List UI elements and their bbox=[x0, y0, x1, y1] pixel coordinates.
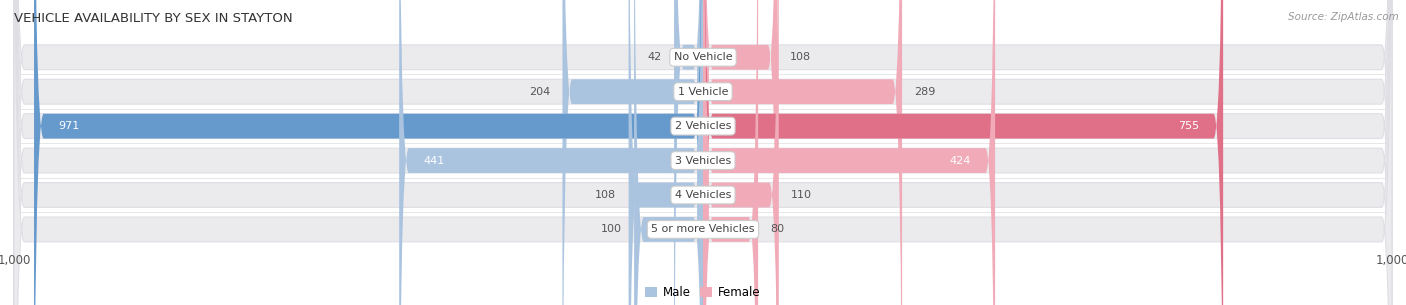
FancyBboxPatch shape bbox=[703, 0, 758, 305]
FancyBboxPatch shape bbox=[34, 0, 703, 305]
Text: 424: 424 bbox=[949, 156, 972, 166]
Text: Source: ZipAtlas.com: Source: ZipAtlas.com bbox=[1288, 12, 1399, 22]
Text: 108: 108 bbox=[595, 190, 616, 200]
Text: 108: 108 bbox=[790, 52, 811, 62]
Text: 2 Vehicles: 2 Vehicles bbox=[675, 121, 731, 131]
FancyBboxPatch shape bbox=[673, 0, 703, 305]
FancyBboxPatch shape bbox=[14, 0, 1392, 305]
FancyBboxPatch shape bbox=[703, 0, 903, 305]
FancyBboxPatch shape bbox=[703, 0, 778, 305]
Text: 1 Vehicle: 1 Vehicle bbox=[678, 87, 728, 97]
Text: 204: 204 bbox=[529, 87, 550, 97]
Text: 971: 971 bbox=[58, 121, 79, 131]
FancyBboxPatch shape bbox=[399, 0, 703, 305]
Text: No Vehicle: No Vehicle bbox=[673, 52, 733, 62]
Text: 755: 755 bbox=[1178, 121, 1199, 131]
FancyBboxPatch shape bbox=[562, 0, 703, 305]
Text: VEHICLE AVAILABILITY BY SEX IN STAYTON: VEHICLE AVAILABILITY BY SEX IN STAYTON bbox=[14, 12, 292, 24]
Text: 110: 110 bbox=[792, 190, 813, 200]
FancyBboxPatch shape bbox=[14, 0, 1392, 305]
Text: 100: 100 bbox=[600, 224, 621, 235]
FancyBboxPatch shape bbox=[14, 0, 1392, 305]
Text: 4 Vehicles: 4 Vehicles bbox=[675, 190, 731, 200]
Text: 441: 441 bbox=[423, 156, 444, 166]
FancyBboxPatch shape bbox=[703, 0, 779, 305]
FancyBboxPatch shape bbox=[628, 0, 703, 305]
Text: 289: 289 bbox=[914, 87, 936, 97]
FancyBboxPatch shape bbox=[634, 0, 703, 305]
FancyBboxPatch shape bbox=[14, 0, 1392, 305]
Text: 5 or more Vehicles: 5 or more Vehicles bbox=[651, 224, 755, 235]
FancyBboxPatch shape bbox=[703, 0, 1223, 305]
FancyBboxPatch shape bbox=[14, 0, 1392, 305]
FancyBboxPatch shape bbox=[14, 0, 1392, 305]
Text: 3 Vehicles: 3 Vehicles bbox=[675, 156, 731, 166]
FancyBboxPatch shape bbox=[703, 0, 995, 305]
Text: 42: 42 bbox=[647, 52, 662, 62]
Legend: Male, Female: Male, Female bbox=[641, 282, 765, 304]
Text: 80: 80 bbox=[770, 224, 785, 235]
